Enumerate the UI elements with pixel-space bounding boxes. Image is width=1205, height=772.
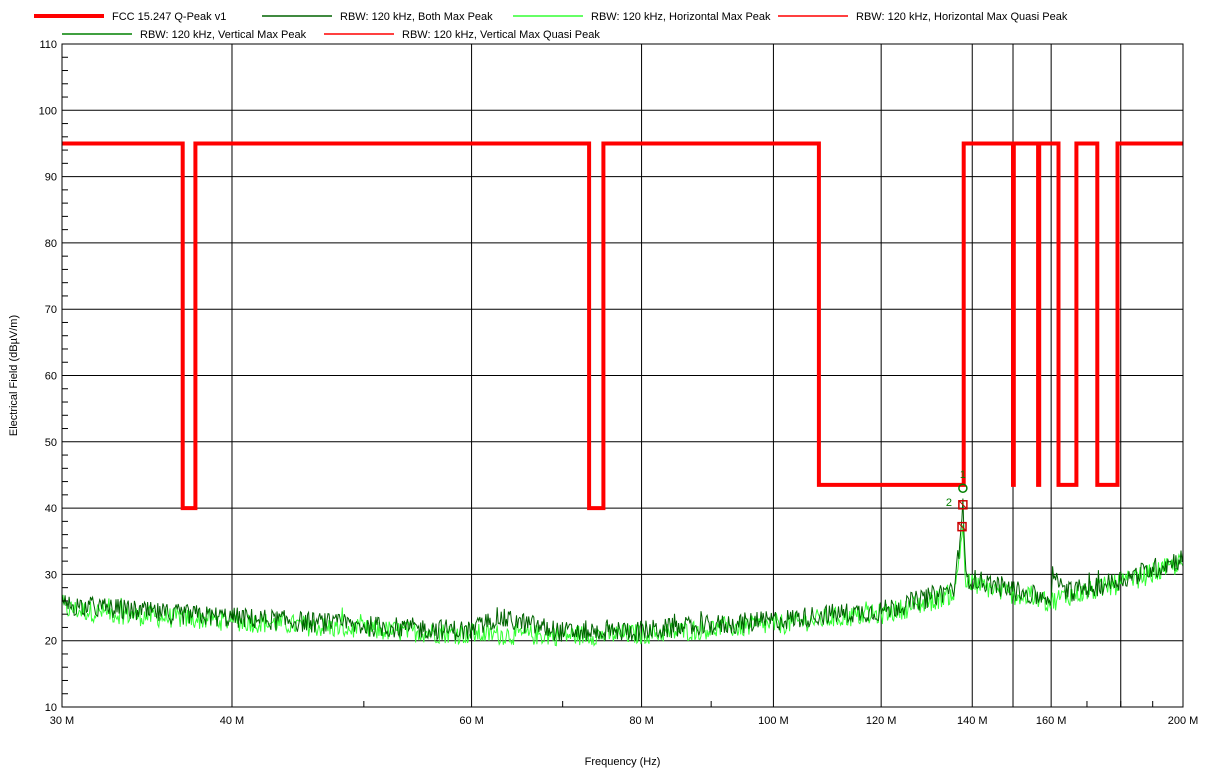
limit-line <box>62 141 1183 511</box>
y-tick-label: 20 <box>45 636 57 648</box>
x-tick-label: 40 M <box>220 715 244 727</box>
legend-label: RBW: 120 kHz, Vertical Max Peak <box>140 29 307 41</box>
y-axis-label: Electrical Field (dBµV/m) <box>8 315 20 436</box>
legend: FCC 15.247 Q-Peak v1 RBW: 120 kHz, Both M… <box>34 11 1068 41</box>
legend-label: FCC 15.247 Q-Peak v1 <box>112 11 226 23</box>
x-tick-label: 200 M <box>1168 715 1199 727</box>
plot-frame <box>61 43 1184 708</box>
y-tick-label: 80 <box>45 238 57 250</box>
marker-label: 1 <box>960 469 966 481</box>
legend-label: RBW: 120 kHz, Both Max Peak <box>340 11 493 23</box>
x-tick-label: 60 M <box>459 715 483 727</box>
plot-area: 12 <box>61 141 1184 647</box>
legend-label: RBW: 120 kHz, Horizontal Max Peak <box>591 11 771 23</box>
marker-point <box>958 483 968 493</box>
marker-point <box>957 521 967 532</box>
marker-cross <box>958 500 968 510</box>
marker-cross <box>957 522 967 532</box>
x-tick-label: 120 M <box>866 715 897 727</box>
y-tick-label: 30 <box>45 569 57 581</box>
y-tick-label: 60 <box>45 371 57 383</box>
y-tick-label: 10 <box>45 702 57 714</box>
y-tick-label: 90 <box>45 172 57 184</box>
series-line <box>61 524 1184 647</box>
y-tick-label: 50 <box>45 437 57 449</box>
x-tick-label: 140 M <box>957 715 988 727</box>
x-tick-label: 80 M <box>629 715 653 727</box>
series-line <box>61 498 1184 642</box>
marker-point <box>958 500 968 510</box>
marker-label: 2 <box>946 497 952 509</box>
axis-ticks: 10 20 30 40 50 60 70 80 90 100 110 30 M 40 M 60 M 80 M… <box>39 39 1199 727</box>
y-tick-label: 70 <box>45 304 57 316</box>
y-tick-label: 100 <box>39 105 57 117</box>
x-axis-label: Frequency (Hz) <box>585 756 661 768</box>
legend-label: RBW: 120 kHz, Vertical Max Quasi Peak <box>402 29 600 41</box>
legend-label: RBW: 120 kHz, Horizontal Max Quasi Peak <box>856 11 1068 23</box>
x-tick-label: 160 M <box>1036 715 1067 727</box>
y-tick-label: 110 <box>39 39 57 51</box>
y-tick-label: 40 <box>45 503 57 515</box>
x-tick-label: 30 M <box>50 715 74 727</box>
x-tick-label: 100 M <box>758 715 789 727</box>
